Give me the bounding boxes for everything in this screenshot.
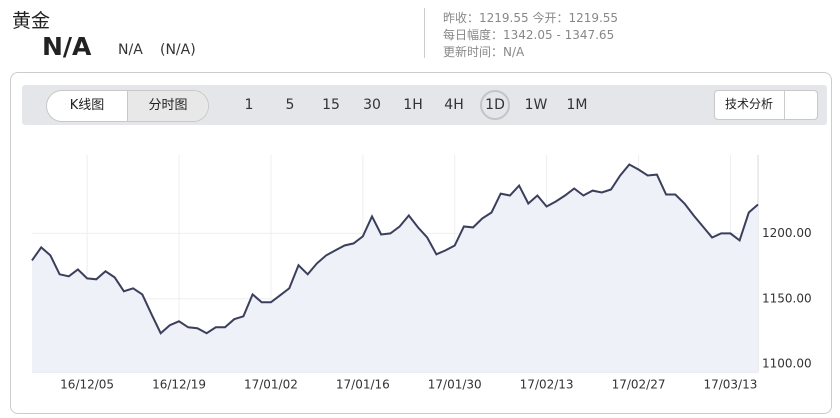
period-button[interactable]: 15: [322, 97, 340, 113]
info-line: 每日幅度：1342.05 - 1347.65: [443, 28, 615, 42]
period-button[interactable]: 1M: [566, 97, 588, 113]
mode-tab[interactable]: 分时图: [127, 91, 208, 121]
mode-switch: K线图 分时图: [46, 90, 209, 122]
instrument-name: 黄金: [12, 10, 51, 32]
indicator-label[interactable]: 技术分析: [724, 97, 773, 111]
change: N/A: [118, 42, 143, 58]
period-button[interactable]: 1H: [403, 97, 423, 113]
price: N/A: [42, 32, 92, 61]
chart-card: [10, 72, 832, 414]
change-percent: (N/A): [160, 42, 196, 58]
divider: [424, 8, 425, 58]
indicator-button[interactable]: [714, 90, 818, 120]
period-button[interactable]: 30: [363, 97, 381, 113]
period-button[interactable]: 1: [244, 97, 254, 113]
period-button[interactable]: 5: [285, 97, 295, 113]
period-button[interactable]: 1W: [524, 97, 548, 113]
mode-tab[interactable]: K线图: [69, 98, 105, 113]
info-line: 更新时间：N/A: [443, 45, 525, 59]
period-button[interactable]: 4H: [444, 97, 464, 113]
dropdown-separator: [784, 91, 785, 119]
info-line: 昨收：1219.55 今开：1219.55: [443, 11, 619, 25]
period-button[interactable]: 1D: [480, 90, 510, 120]
